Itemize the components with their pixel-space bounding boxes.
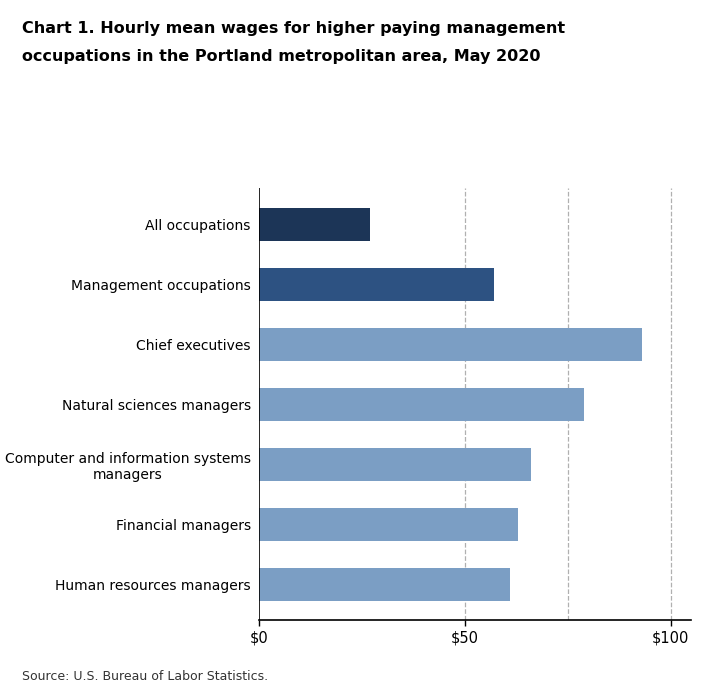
Text: occupations in the Portland metropolitan area, May 2020: occupations in the Portland metropolitan… (22, 49, 540, 64)
Bar (259, 328, 642, 361)
Bar (259, 208, 370, 240)
Bar (259, 447, 531, 481)
Bar (259, 268, 494, 300)
Bar (259, 508, 518, 541)
Text: Chart 1. Hourly mean wages for higher paying management: Chart 1. Hourly mean wages for higher pa… (22, 21, 564, 36)
Bar (259, 568, 510, 601)
Bar (259, 388, 584, 421)
Text: Source: U.S. Bureau of Labor Statistics.: Source: U.S. Bureau of Labor Statistics. (22, 670, 268, 683)
